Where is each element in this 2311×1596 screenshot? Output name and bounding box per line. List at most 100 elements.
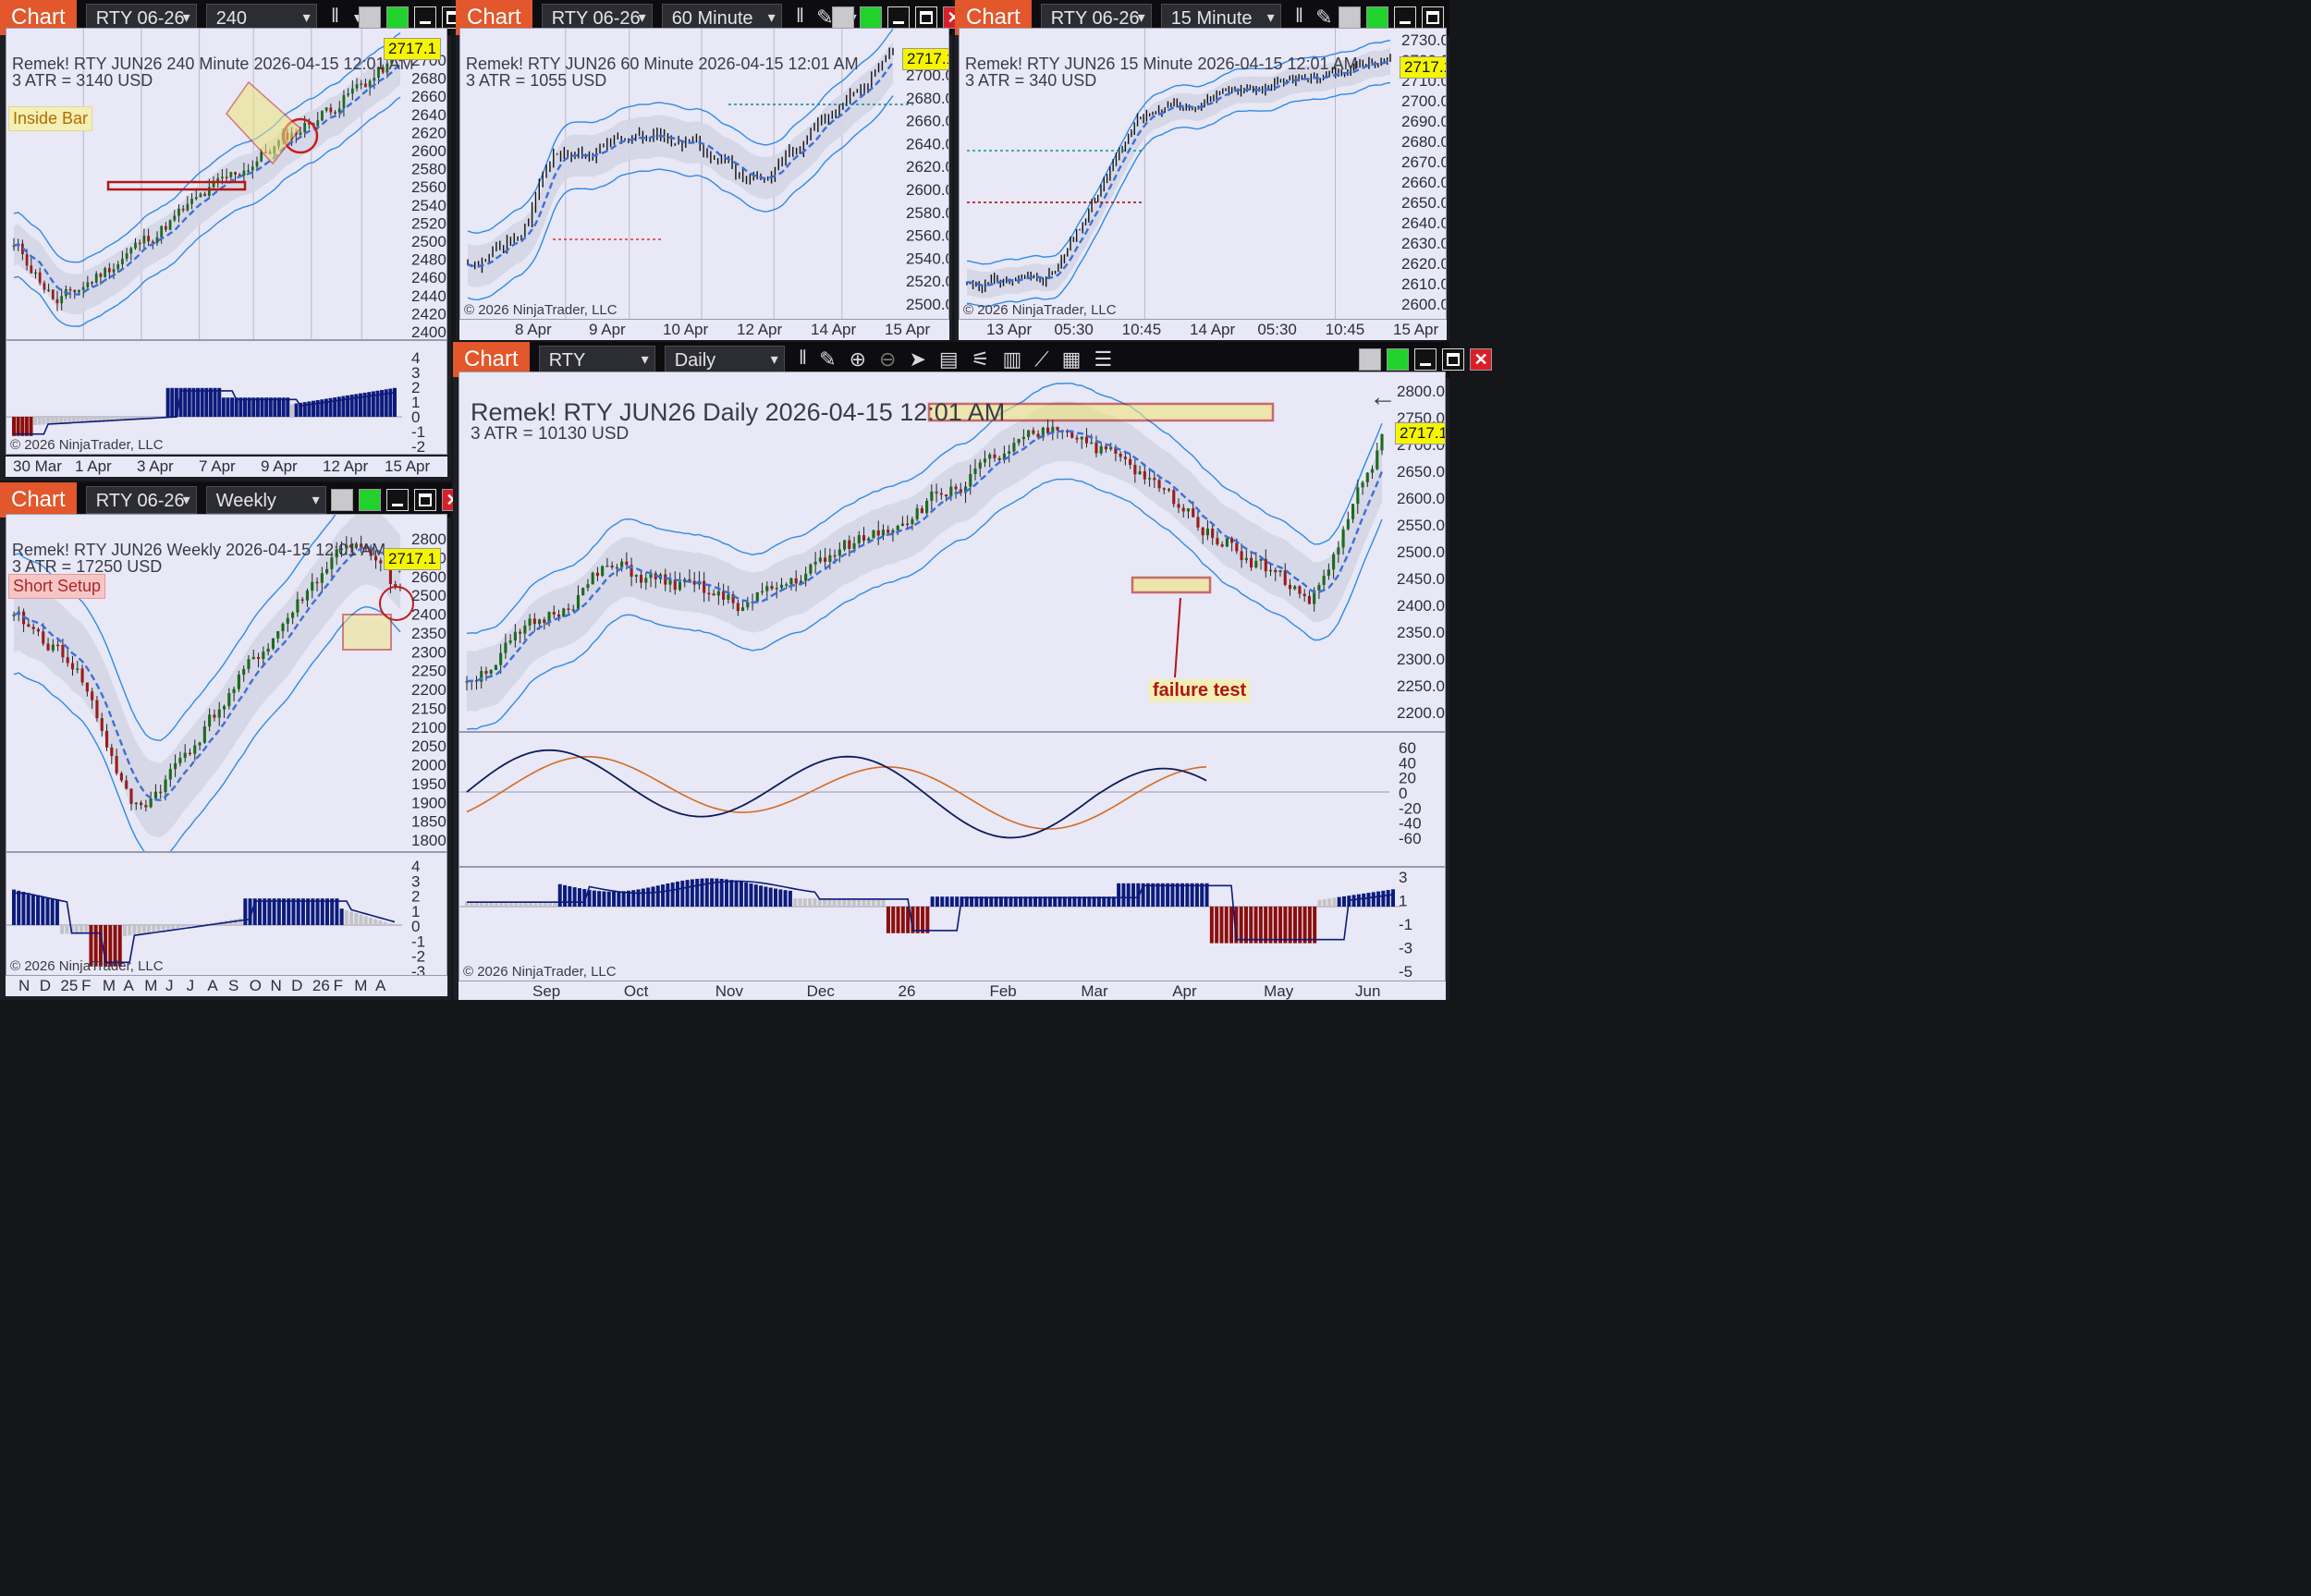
interval-selector[interactable]: Weekly ▾ xyxy=(205,486,326,514)
draw-tool-icon[interactable]: ✎ xyxy=(1315,6,1333,29)
histogram-bar xyxy=(233,919,238,925)
price-panel[interactable]: 2800.02700.02600.02500.02400.02350.02300… xyxy=(6,514,447,852)
chart-tag[interactable]: Chart xyxy=(453,342,530,377)
maximize-button[interactable] xyxy=(414,489,436,511)
candle-body xyxy=(1240,551,1243,561)
histogram-bar xyxy=(141,925,146,933)
minimize-button[interactable] xyxy=(1414,348,1437,371)
histogram-bar xyxy=(499,901,504,907)
histogram-bar xyxy=(277,397,282,417)
interval-selector[interactable]: 60 Minute ▾ xyxy=(661,4,782,31)
data-box-icon[interactable]: ▤ xyxy=(938,347,959,371)
candle-body xyxy=(741,607,745,612)
link-green-button[interactable] xyxy=(860,6,882,29)
histogram-bar xyxy=(187,387,191,417)
histogram-bar xyxy=(33,417,38,425)
candle-body xyxy=(337,108,341,114)
volume-osc-panel[interactable]: 4 3 2 1 0 -1 -2 -3 © 2026 NinjaTrader, LLC xyxy=(6,852,447,976)
link-color-button[interactable] xyxy=(1339,6,1361,29)
histogram-bar xyxy=(393,387,397,417)
chart-tag[interactable]: Chart xyxy=(0,482,77,518)
histogram-bar xyxy=(704,878,709,907)
link-color-button[interactable] xyxy=(832,6,854,29)
zoom-out-icon[interactable]: ⊖ xyxy=(879,347,897,371)
chevron-down-icon: ▾ xyxy=(641,352,649,368)
oscillator-panel[interactable]: 60 40 20 0 -20 -40 -60 xyxy=(459,732,1446,867)
minimize-button[interactable] xyxy=(887,6,910,29)
close-button[interactable]: ✕ xyxy=(1470,348,1492,371)
histogram-bar xyxy=(89,925,93,967)
minimize-button[interactable] xyxy=(1394,6,1416,29)
annotation-arrow xyxy=(1174,597,1181,678)
cursor-icon[interactable]: ➤ xyxy=(909,347,926,371)
histogram-bar xyxy=(315,898,320,925)
minimize-button[interactable] xyxy=(414,6,436,29)
histogram-bar xyxy=(178,387,183,417)
template-icon[interactable]: ☰ xyxy=(1094,347,1113,371)
chart-tag[interactable]: Chart xyxy=(456,0,532,35)
histogram-bar xyxy=(238,918,243,925)
drawing-objects-icon[interactable]: ⟋ xyxy=(1034,347,1049,371)
interval-selector[interactable]: 15 Minute ▾ xyxy=(1160,4,1281,31)
indicators-icon[interactable]: ⚟ xyxy=(971,347,990,371)
link-green-button[interactable] xyxy=(1387,348,1409,371)
histogram-bar xyxy=(1224,907,1229,944)
properties-icon[interactable]: ▦ xyxy=(1061,347,1082,371)
minimize-button[interactable] xyxy=(386,489,409,511)
draw-tool-icon[interactable]: ✎ xyxy=(816,6,834,29)
candle-body xyxy=(862,535,866,542)
histogram-bar xyxy=(837,898,841,907)
link-color-button[interactable] xyxy=(331,489,353,511)
candle-body xyxy=(1298,586,1302,594)
histogram-bar xyxy=(710,878,715,907)
candle-body xyxy=(38,272,42,284)
link-color-button[interactable] xyxy=(359,6,381,29)
histogram-bar xyxy=(1043,896,1047,907)
histogram-bar xyxy=(373,919,378,925)
candle-body xyxy=(183,752,187,759)
candle-body xyxy=(1041,427,1045,438)
y-tick-label: 2680.0 xyxy=(906,90,949,107)
interval-selector[interactable]: Daily ▾ xyxy=(664,346,785,373)
volume-osc-panel[interactable]: 3 1 -1 -3 -5 © 2026 NinjaTrader, LLC xyxy=(459,867,1446,981)
instrument-selector[interactable]: RTY 06-26 ▾ xyxy=(85,486,197,514)
price-panel[interactable]: 2730.02720.02710.02700.02690.02680.02670… xyxy=(959,28,1447,320)
candle-body xyxy=(1123,457,1127,459)
histogram-bar xyxy=(651,886,655,907)
link-color-button[interactable] xyxy=(1359,348,1381,371)
candle-body xyxy=(1192,508,1195,518)
candle-body xyxy=(915,507,919,519)
zoom-in-icon[interactable]: ⊕ xyxy=(849,347,867,371)
histogram-bar xyxy=(465,901,469,907)
candle-body xyxy=(354,543,358,548)
histogram-bar xyxy=(1362,893,1366,907)
histogram-bar xyxy=(12,417,16,436)
volume-osc-panel[interactable]: 4 3 2 1 0 -1 -2 © 2026 NinjaTrader, LLC xyxy=(6,340,447,455)
bar-style-icon[interactable]: 𝍪 xyxy=(796,4,804,27)
maximize-button[interactable] xyxy=(1422,6,1444,29)
back-arrow-icon[interactable]: ← xyxy=(1369,382,1397,412)
histogram-bar xyxy=(1278,907,1283,944)
maximize-button[interactable] xyxy=(1442,348,1464,371)
candle-body xyxy=(198,742,202,746)
histogram-bar xyxy=(1273,907,1278,944)
draw-tool-icon[interactable]: ✎ xyxy=(819,347,837,371)
price-panel[interactable]: 2700.02680.02660.02640.02620.02600.02580… xyxy=(6,28,447,340)
strategies-icon[interactable]: ▥ xyxy=(1002,347,1022,371)
bar-style-icon[interactable]: 𝍪 xyxy=(799,346,807,369)
link-green-button[interactable] xyxy=(1366,6,1388,29)
x-tick-label: D xyxy=(39,977,51,994)
instrument-selector[interactable]: RTY 06-26 ▾ xyxy=(541,4,653,31)
bar-style-icon[interactable]: 𝍪 xyxy=(331,4,339,27)
bar-style-icon[interactable]: 𝍪 xyxy=(1295,4,1303,27)
candle-body xyxy=(1177,504,1180,508)
maximize-button[interactable] xyxy=(915,6,937,29)
price-panel[interactable]: 2800.0 2750.0 2700.0 2650.0 2600.0 2550.0 2500… xyxy=(459,372,1446,732)
link-green-button[interactable] xyxy=(386,6,409,29)
instrument-selector[interactable]: RTY JUN26▾ xyxy=(538,346,655,398)
candle-body xyxy=(833,554,837,557)
histogram-bar xyxy=(149,417,153,419)
candle-body xyxy=(70,663,75,670)
link-green-button[interactable] xyxy=(359,489,381,511)
